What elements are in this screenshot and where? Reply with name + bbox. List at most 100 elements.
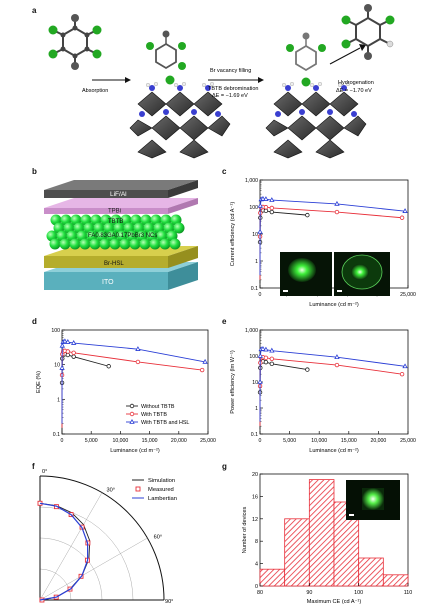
legend-marker xyxy=(129,418,135,424)
data-point xyxy=(402,208,408,213)
layer-tpbi xyxy=(44,198,198,208)
y-tick-label: 10 xyxy=(54,363,60,369)
data-point xyxy=(263,205,269,210)
layer-label-ito: ITO xyxy=(102,279,114,286)
legend-marker xyxy=(129,411,135,417)
label-debromination: TBTB debromination xyxy=(208,86,258,92)
histogram-bar xyxy=(308,479,335,587)
nanocrystal-sphere xyxy=(69,238,81,250)
y-tick-label: 0 xyxy=(255,584,258,590)
data-point xyxy=(59,342,65,348)
data-point xyxy=(199,367,205,373)
x-tick-label: 5,000 xyxy=(283,438,296,444)
y-tick-label: 0.1 xyxy=(251,286,258,292)
panel-b-device-stack: LiF/Al TPBi TBTB FA0.83GA0.17PbBr3 NCs B… xyxy=(44,180,198,290)
nanocrystal-sphere xyxy=(129,238,141,250)
nanocrystal-sphere xyxy=(119,238,131,250)
panel-letter-d: d xyxy=(32,317,37,326)
scale-bar-2 xyxy=(337,290,342,292)
series-line xyxy=(61,350,203,428)
data-point xyxy=(334,209,340,215)
data-point xyxy=(334,362,340,368)
label-vacancy-filling: Br vacancy filling xyxy=(210,68,251,74)
x-tick-label: 15,000 xyxy=(341,438,357,444)
series-line xyxy=(259,356,403,427)
nanocrystal-sphere xyxy=(49,238,61,250)
x-tick-label: 20,000 xyxy=(370,438,386,444)
data-point xyxy=(260,195,266,201)
y-tick-label: 100 xyxy=(249,354,258,360)
panel-letter-a: a xyxy=(32,6,37,15)
polar-angle-label: 60° xyxy=(154,535,162,541)
x-tick-label: 90 xyxy=(306,590,312,596)
chart-d-eqe: 0.1 1 10 100 0 5,000 10,000 15,000 20,000 25,000 L… xyxy=(36,328,216,454)
histogram-bar xyxy=(259,568,286,587)
nanocrystal-sphere xyxy=(89,238,101,250)
data-point xyxy=(202,358,208,364)
y-tick-label: 10 xyxy=(252,232,258,238)
nanocrystal-sphere xyxy=(159,238,171,250)
y-tick-label: 12 xyxy=(252,517,258,523)
x-tick-label: 25,000 xyxy=(200,438,216,444)
panel-a-schematic: Absorption Br vacancy filling TBTB debro… xyxy=(48,4,395,159)
legend-label: Simulation xyxy=(148,478,175,484)
data-point xyxy=(269,356,275,362)
data-point xyxy=(106,364,111,369)
polar-grid-arc xyxy=(39,506,134,601)
y-tick-label: 20 xyxy=(252,472,258,478)
y-axis-label: Number of devices xyxy=(242,506,248,553)
legend-label: Measured xyxy=(148,487,174,493)
x-axis-label: Luminance (cd m⁻²) xyxy=(110,448,160,454)
x-tick-label: 10,000 xyxy=(112,438,128,444)
y-tick-label: 100 xyxy=(51,328,60,334)
chart-e-power-efficiency: 0.1 1 10 100 1,000 0 5,000 10,000 15,000 20,000 25… xyxy=(230,328,416,454)
y-tick-label: 1,000 xyxy=(245,178,258,184)
y-tick-label: 8 xyxy=(255,539,258,545)
legend-marker xyxy=(135,486,141,492)
data-point xyxy=(263,359,269,365)
nanocrystal-sphere xyxy=(79,238,91,250)
chart-f-polar: 0° 30° 60° 90° Simulation Measured Lambertian xyxy=(37,469,177,605)
data-point xyxy=(334,354,340,359)
x-tick-label: 80 xyxy=(257,590,263,596)
nanocrystal-sphere xyxy=(139,238,151,250)
plot-frame xyxy=(259,329,409,435)
y-tick-label: 100 xyxy=(249,205,258,211)
x-axis-label: Luminance (cd m⁻²) xyxy=(309,302,359,308)
layer-label-tpbi: TPBi xyxy=(108,209,121,215)
data-point xyxy=(399,215,405,220)
data-point xyxy=(269,209,275,215)
legend-marker xyxy=(129,403,135,409)
data-point xyxy=(135,359,141,365)
data-point xyxy=(257,352,263,358)
polar-series-line xyxy=(39,502,89,601)
data-point xyxy=(305,367,310,372)
y-axis-label: EQE (%) xyxy=(36,371,42,393)
layer-label-ncs: FA0.83GA0.17PbBr3 NCs xyxy=(88,233,157,239)
data-point xyxy=(59,365,65,370)
polar-grid-arc xyxy=(39,475,165,601)
x-tick-label: 15,000 xyxy=(142,438,158,444)
nanocrystal-sphere xyxy=(59,238,71,250)
data-point xyxy=(65,349,71,354)
data-point xyxy=(257,202,263,208)
polar-grid-radial xyxy=(39,537,148,601)
plot-frame xyxy=(61,329,209,435)
y-tick-label: 16 xyxy=(252,494,258,500)
polar-grid-radial xyxy=(39,492,103,601)
x-tick-label: 0 xyxy=(61,438,64,444)
series-line xyxy=(61,353,109,432)
data-point xyxy=(263,196,269,201)
polar-angle-label: 0° xyxy=(42,469,47,475)
legend-label: With TBTB xyxy=(141,412,167,418)
y-axis-label: Power efficiency (lm W⁻¹) xyxy=(230,350,236,414)
data-point xyxy=(269,361,275,367)
y-tick-label: 1,000 xyxy=(245,328,258,334)
y-tick-label: 1 xyxy=(255,259,258,265)
x-tick-label: 25,000 xyxy=(400,438,416,444)
data-point xyxy=(135,346,141,351)
nanocrystal-sphere xyxy=(173,222,185,234)
x-tick-label: 100 xyxy=(354,590,363,596)
inset-device-glow xyxy=(362,488,384,510)
y-tick-label: 10 xyxy=(252,380,258,386)
